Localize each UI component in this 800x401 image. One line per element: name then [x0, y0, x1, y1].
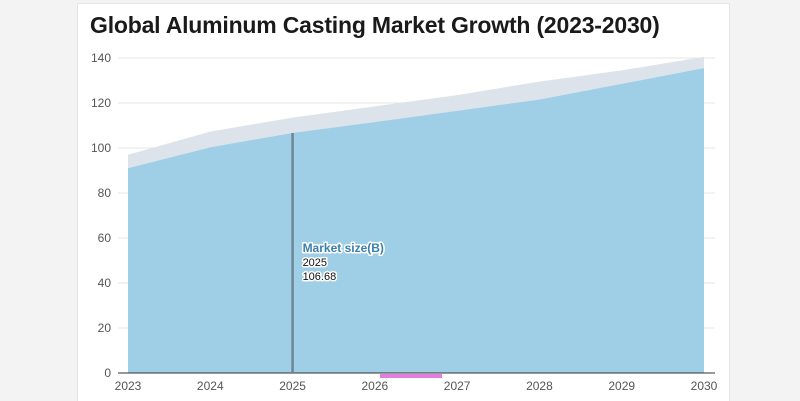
x-tick-label: 2027 — [444, 379, 471, 393]
x-tick-label: 2030 — [691, 379, 718, 393]
tooltip-y-value: 106.68 — [303, 271, 337, 283]
x-tick-label: 2025 — [279, 379, 306, 393]
tooltip-x-value: 2025 — [303, 257, 327, 269]
y-tick-label: 100 — [91, 141, 111, 155]
x-tick-label: 2028 — [526, 379, 553, 393]
x-tick-label: 2023 — [115, 379, 142, 393]
y-tick-label: 60 — [98, 231, 112, 245]
y-tick-label: 80 — [98, 186, 112, 200]
y-tick-label: 140 — [91, 51, 111, 65]
range-scrollbar-handle[interactable] — [380, 374, 442, 378]
y-tick-label: 40 — [98, 276, 112, 290]
hover-tooltip: Market size(B) 2025 106.68 — [301, 240, 385, 285]
market-size-area[interactable] — [128, 68, 704, 373]
y-axis-ticks: 0 20 40 60 80 100 120 140 — [91, 51, 111, 380]
x-tick-label: 2029 — [608, 379, 635, 393]
chart-title: Global Aluminum Casting Market Growth (2… — [90, 12, 660, 38]
x-tick-label: 2026 — [362, 379, 389, 393]
x-tick-label: 2024 — [197, 379, 224, 393]
x-axis-ticks: 2023 2024 2025 2026 2027 2028 2029 2030 — [115, 379, 718, 393]
y-tick-label: 0 — [104, 366, 111, 380]
y-tick-label: 20 — [98, 321, 112, 335]
tooltip-series-name: Market size(B) — [303, 241, 384, 255]
y-tick-label: 120 — [91, 96, 111, 110]
